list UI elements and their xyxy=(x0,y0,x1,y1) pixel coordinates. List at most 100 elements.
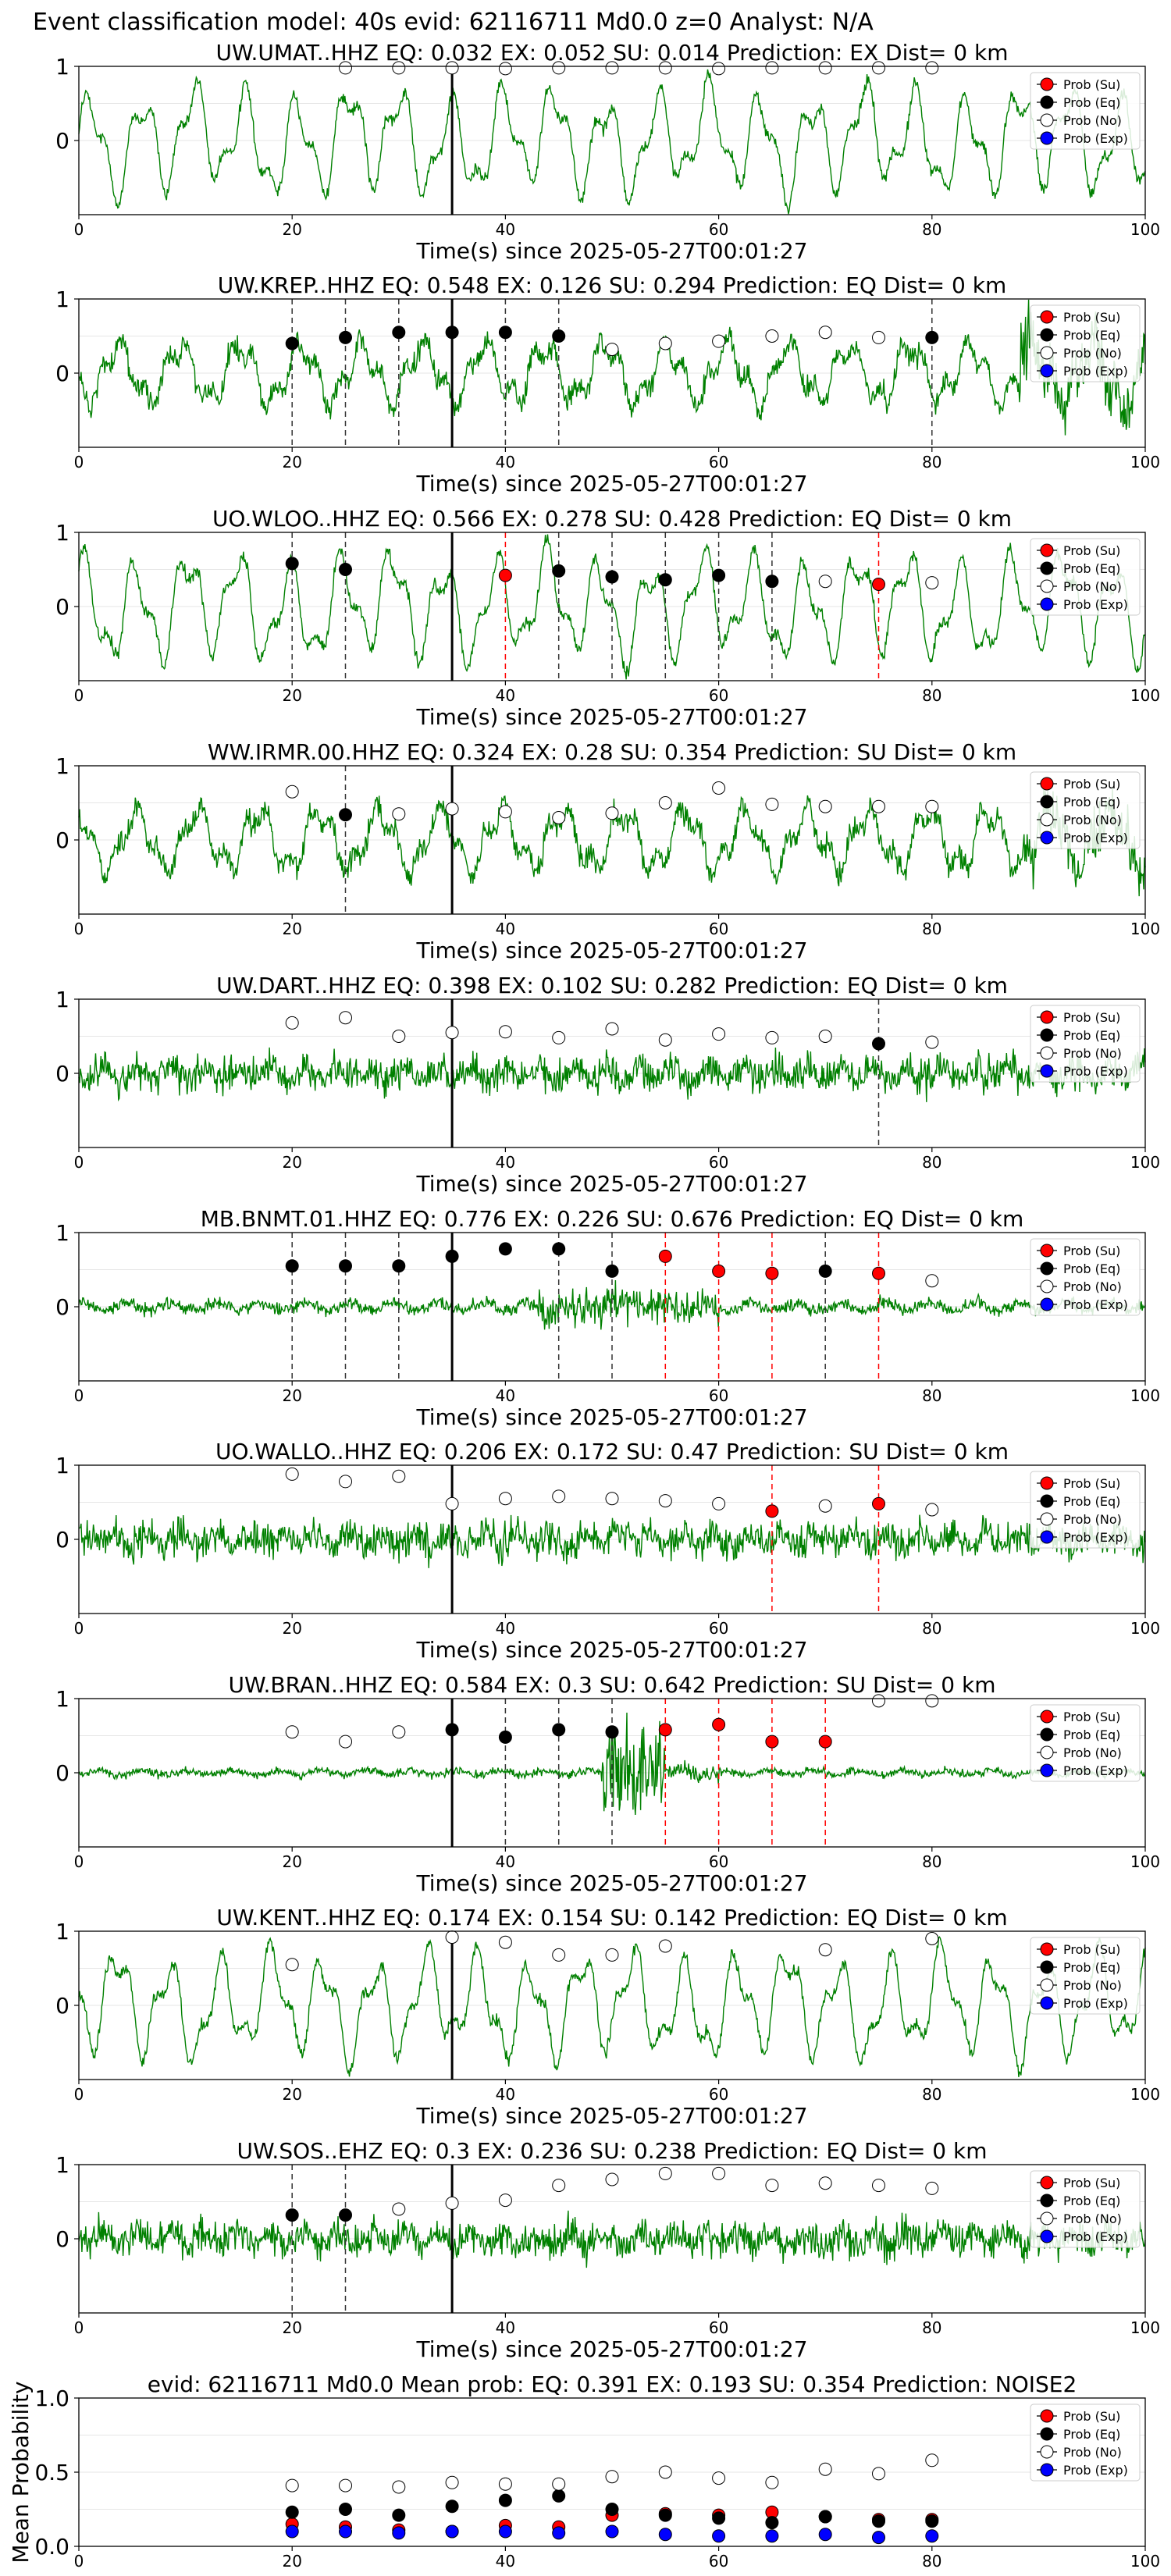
probability-point xyxy=(765,1735,779,1749)
panel-6: MB.BNMT.01.HHZ EQ: 0.776 EX: 0.226 SU: 0… xyxy=(78,1206,1146,1430)
probability-point xyxy=(818,1030,832,1043)
legend-label: Prob (Su) xyxy=(1063,1710,1120,1724)
y-axis-label: Mean Probability xyxy=(8,2381,34,2563)
probability-point xyxy=(552,1723,566,1737)
legend-marker xyxy=(1040,795,1054,809)
probability-point xyxy=(658,1939,672,1953)
x-tick-label: 0 xyxy=(74,1386,84,1405)
waveform-trace xyxy=(78,1936,1146,2077)
x-tick-label: 60 xyxy=(709,2552,728,2571)
panel-4: WW.IRMR.00.HHZ EQ: 0.324 EX: 0.28 SU: 0.… xyxy=(78,739,1146,963)
probability-point xyxy=(339,1475,352,1489)
mean-probability-point xyxy=(658,2528,672,2542)
waveform-trace xyxy=(78,299,1146,436)
probability-point xyxy=(925,1694,939,1708)
x-tick-label: 0 xyxy=(74,1852,84,1871)
x-tick-label: 20 xyxy=(282,2552,301,2571)
probability-point xyxy=(552,1489,566,1503)
legend-marker xyxy=(1040,1960,1054,1974)
probability-point xyxy=(285,1958,299,1972)
legend-marker xyxy=(1040,1261,1054,1276)
probability-point xyxy=(765,575,779,589)
x-tick-label: 40 xyxy=(496,1619,515,1638)
legend: Prob (Su) Prob (Eq) Prob (No) Prob (Exp) xyxy=(1030,1005,1141,1083)
probability-point xyxy=(818,326,832,340)
probability-point xyxy=(552,1242,566,1256)
x-tick-label: 20 xyxy=(282,920,301,938)
legend-label: Prob (Su) xyxy=(1063,1476,1120,1491)
probability-point xyxy=(445,1496,459,1510)
probability-point xyxy=(498,62,512,76)
legend-marker xyxy=(1040,597,1054,611)
x-tick-label: 60 xyxy=(709,1386,728,1405)
probability-point xyxy=(925,330,939,344)
probability-point xyxy=(605,343,619,357)
legend-marker xyxy=(1040,1010,1054,1024)
legend-box xyxy=(1030,1704,1141,1782)
legend: Prob (Su) Prob (Eq) Prob (No) Prob (Exp) xyxy=(1030,1471,1141,1549)
y-tick-label: 1 xyxy=(55,1453,69,1478)
axes-frame xyxy=(78,2164,1146,2314)
probability-point xyxy=(712,1496,726,1510)
x-tick-label: 0 xyxy=(74,2318,84,2337)
probability-point xyxy=(658,796,672,809)
probability-point xyxy=(498,805,512,819)
x-tick-label: 100 xyxy=(1130,2318,1160,2337)
legend-box xyxy=(1030,1238,1141,1316)
probability-point xyxy=(285,2208,299,2222)
legend: Prob (Su) Prob (Eq) Prob (No) Prob (Exp) xyxy=(1030,1704,1141,1782)
probability-point xyxy=(445,1249,459,1263)
x-tick-label: 80 xyxy=(922,1619,941,1638)
legend-label: Prob (No) xyxy=(1063,1978,1122,1993)
legend-label: Prob (Su) xyxy=(1063,1942,1120,1957)
axes-frame xyxy=(78,1464,1146,1614)
y-tick-label: 0 xyxy=(55,1527,69,1553)
x-tick-label: 100 xyxy=(1130,686,1160,705)
panel-title: UW.KREP..HHZ EQ: 0.548 EX: 0.126 SU: 0.2… xyxy=(218,272,1006,298)
mean-probability-point xyxy=(818,2528,832,2542)
probability-point xyxy=(445,1723,459,1737)
probability-point xyxy=(445,802,459,816)
y-tick-label: 1 xyxy=(55,286,69,312)
legend-label: Prob (No) xyxy=(1063,1745,1122,1760)
probability-point xyxy=(552,329,566,343)
probability-point xyxy=(872,61,885,75)
axes-frame xyxy=(78,298,1146,448)
legend-box xyxy=(1030,72,1141,150)
mean-probability-point xyxy=(552,2489,566,2503)
legend-label: Prob (No) xyxy=(1063,813,1122,827)
x-axis-label: Time(s) since 2025-05-27T00:01:27 xyxy=(415,2336,807,2362)
probability-point xyxy=(339,61,352,75)
probability-point xyxy=(818,1264,832,1278)
legend-label: Prob (Exp) xyxy=(1063,1530,1128,1545)
probability-point xyxy=(658,1723,672,1737)
probability-point xyxy=(552,1030,566,1044)
probability-point xyxy=(445,2196,459,2210)
x-tick-label: 40 xyxy=(496,453,515,471)
probability-point xyxy=(285,1016,299,1030)
legend-marker xyxy=(1040,579,1054,593)
legend-label: Prob (Su) xyxy=(1063,777,1120,792)
legend-marker xyxy=(1040,1727,1054,1742)
panel-7: UO.WALLO..HHZ EQ: 0.206 EX: 0.172 SU: 0.… xyxy=(79,1439,1146,1663)
probability-point xyxy=(765,797,779,811)
mean-probability-point xyxy=(392,2480,406,2494)
probability-point xyxy=(765,61,779,75)
probability-point xyxy=(285,1259,299,1273)
x-tick-label: 20 xyxy=(282,2318,301,2337)
probability-point xyxy=(818,1943,832,1957)
legend-label: Prob (Su) xyxy=(1063,77,1120,92)
y-tick-label: 1 xyxy=(55,1220,69,1246)
mean-probability-point xyxy=(872,2531,885,2545)
legend-marker xyxy=(1040,77,1054,91)
legend-label: Prob (Eq) xyxy=(1063,2427,1120,2442)
probability-point xyxy=(925,1503,939,1517)
probability-point xyxy=(712,568,726,582)
probability-point xyxy=(765,329,779,343)
y-tick-label: 0 xyxy=(55,1993,69,2019)
mean-probability-point xyxy=(605,2503,619,2516)
panel-11: evid: 62116711 Md0.0 Mean prob: EQ: 0.39… xyxy=(8,2371,1145,2564)
x-tick-label: 80 xyxy=(922,453,941,471)
legend-marker xyxy=(1040,1064,1054,1078)
probability-point xyxy=(285,1467,299,1481)
